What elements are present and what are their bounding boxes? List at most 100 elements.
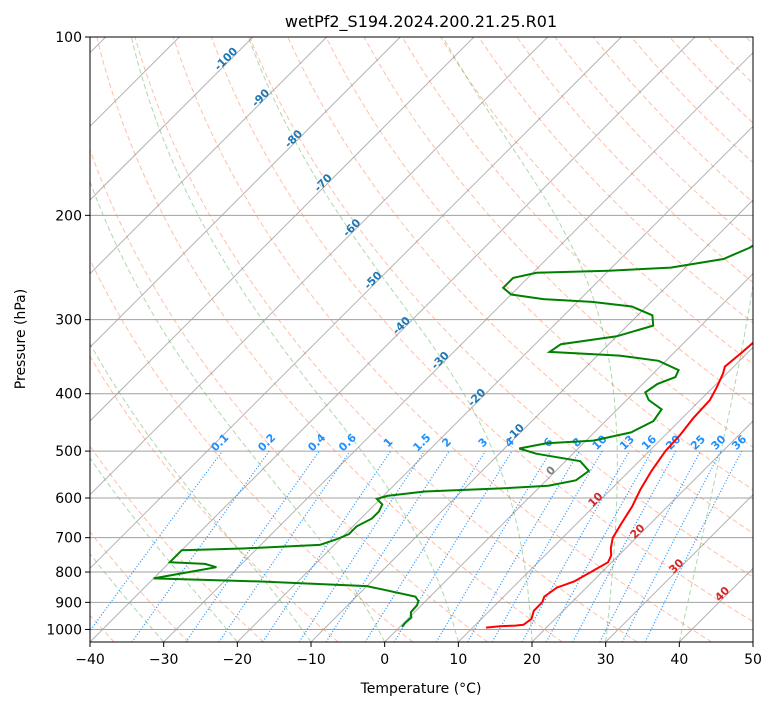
mixing-ratio-line [466, 450, 580, 642]
dry-adiabat [210, 37, 753, 623]
isotherm [531, 420, 753, 642]
mixing-ratio-line [298, 450, 425, 642]
moist-adiabat [678, 282, 753, 642]
x-tick-label: 10 [449, 652, 467, 668]
dry-adiabat-label: 30 [666, 556, 686, 576]
isotherm [236, 125, 753, 642]
isotherm [163, 51, 753, 642]
mixing-ratio-line [393, 450, 513, 642]
isotherm [90, 37, 328, 275]
x-tick-label: 40 [670, 652, 688, 668]
x-tick-label: 20 [523, 652, 541, 668]
isotherm [752, 641, 753, 642]
mixing-ratio-line [262, 450, 392, 642]
dewpoint-profile [153, 244, 753, 628]
dry-adiabat-label: -40 [390, 314, 413, 337]
y-tick-label: 400 [55, 387, 82, 403]
dry-adiabat [172, 37, 712, 642]
y-tick-label: 800 [55, 565, 82, 581]
x-tick-label: −10 [296, 652, 326, 668]
mixing-ratio-line [364, 450, 486, 642]
dry-adiabat-label: -100 [212, 44, 241, 73]
moist-adiabat [442, 37, 618, 642]
plot-frame [89, 36, 754, 643]
dry-adiabat [90, 258, 414, 642]
isotherm [310, 199, 753, 642]
x-tick-label: −30 [149, 652, 179, 668]
mixing-ratio-label: 30 [709, 432, 729, 452]
dry-adiabat [439, 37, 753, 365]
y-tick-label: 900 [55, 595, 82, 611]
mixing-ratio-label: 36 [729, 432, 749, 452]
y-tick-label: 300 [55, 313, 82, 329]
dry-adiabat [134, 37, 638, 642]
y-axis-label: Pressure (hPa) [13, 289, 29, 389]
dry-adiabat [249, 37, 753, 578]
dry-adiabat [516, 37, 753, 284]
moist-adiabat [247, 37, 533, 642]
moist-adiabat [90, 180, 386, 642]
dry-adiabat [90, 355, 339, 642]
dry-adiabat [363, 37, 753, 448]
dry-adiabat [707, 37, 753, 85]
chart-title: wetPf2_S194.2024.200.21.25.R01 [285, 12, 557, 32]
dry-adiabat-label: -50 [361, 269, 384, 292]
moist-adiabat [130, 37, 459, 642]
mixing-ratio-label: 10 [590, 432, 610, 452]
mixing-ratio-line [545, 450, 653, 642]
mixing-ratio-label: 16 [639, 432, 659, 452]
mixing-ratio-line [435, 450, 552, 642]
x-tick-label: 30 [597, 652, 615, 668]
mixing-ratio-line [621, 450, 722, 642]
dry-adiabat-label: -70 [312, 171, 335, 194]
isotherm [90, 37, 475, 422]
y-tick-label: 100 [55, 30, 82, 46]
x-tick-label: −20 [223, 652, 253, 668]
dry-adiabat [478, 37, 753, 324]
isotherm [605, 493, 753, 642]
dry-adiabat-label: -20 [465, 386, 488, 409]
x-tick-label: 0 [380, 652, 389, 668]
mixing-ratio-line [325, 450, 450, 642]
mixing-ratio-label: 25 [688, 433, 708, 453]
dry-adiabat-label: -90 [249, 86, 272, 109]
dry-adiabat [401, 37, 753, 406]
dry-adiabat [96, 37, 563, 642]
dry-adiabat [325, 37, 753, 491]
isotherm [90, 37, 622, 570]
y-tick-label: 600 [55, 491, 82, 507]
mixing-ratio-line [644, 450, 743, 642]
dry-adiabat [669, 37, 753, 124]
y-tick-label: 200 [55, 208, 82, 224]
mixing-ratio-label: 1 [381, 435, 396, 450]
dry-adiabat [90, 445, 264, 642]
isotherm [90, 37, 254, 201]
isotherm [90, 37, 549, 496]
y-tick-label: 500 [55, 444, 82, 460]
y-tick-label: 1000 [46, 622, 82, 638]
mixing-ratio-line [572, 450, 677, 642]
dry-adiabat [90, 531, 190, 642]
isotherm [90, 37, 401, 349]
isotherm [384, 272, 753, 642]
dry-adiabat-label: -80 [282, 127, 305, 150]
dry-adiabat [90, 148, 488, 642]
isotherm [90, 37, 696, 642]
moist-adiabat [90, 342, 312, 642]
mixing-ratio-line [90, 450, 223, 632]
dry-adiabat-label: 40 [712, 584, 732, 604]
y-tick-label: 700 [55, 531, 82, 547]
isotherm [457, 346, 753, 642]
isotherm [678, 567, 753, 642]
dry-adiabat-label: 10 [586, 490, 606, 510]
mixing-ratio-line [599, 450, 702, 642]
temperature-profile [485, 341, 753, 629]
dry-adiabat-label: 20 [628, 521, 648, 541]
x-tick-label: 50 [744, 652, 762, 668]
dry-adiabat [287, 37, 753, 534]
moist-adiabat [90, 457, 238, 642]
mixing-ratio-label: 3 [476, 435, 491, 450]
dry-adiabat [745, 37, 753, 45]
x-tick-label: −40 [75, 652, 105, 668]
